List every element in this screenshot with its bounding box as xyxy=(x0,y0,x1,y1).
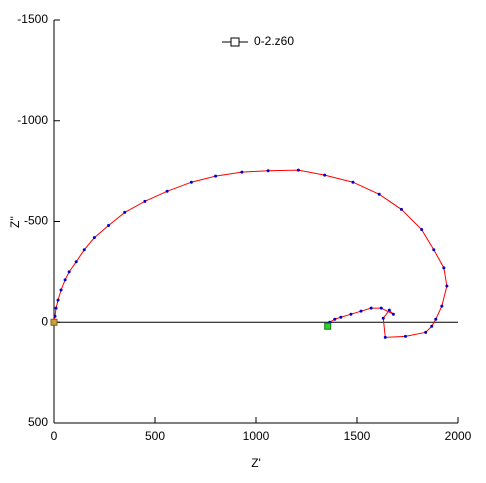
y-axis-label: Z'' xyxy=(8,216,22,228)
legend-marker xyxy=(230,37,240,47)
x-tick-label: 1500 xyxy=(344,429,371,443)
data-point xyxy=(434,317,438,321)
legend-label: 0-2.z60 xyxy=(254,34,294,48)
data-point xyxy=(387,308,391,312)
data-point xyxy=(214,174,218,178)
end-marker xyxy=(324,322,332,330)
data-point xyxy=(399,207,403,211)
data-point xyxy=(296,168,300,172)
y-tick-label: -1000 xyxy=(17,113,48,127)
data-point xyxy=(54,306,58,310)
data-point xyxy=(266,169,270,173)
data-point xyxy=(445,284,449,288)
data-point xyxy=(432,248,436,252)
data-point xyxy=(82,248,86,252)
start-marker xyxy=(50,318,58,326)
data-point xyxy=(403,334,407,338)
data-point xyxy=(333,317,337,321)
data-point xyxy=(351,180,355,184)
data-point xyxy=(359,309,363,313)
data-point xyxy=(67,270,71,274)
x-axis-label: Z' xyxy=(251,456,261,470)
data-point xyxy=(59,288,63,292)
data-point xyxy=(123,210,127,214)
x-tick-label: 500 xyxy=(145,429,165,443)
data-point xyxy=(377,192,381,196)
y-tick-label: 500 xyxy=(28,415,48,429)
data-point xyxy=(53,314,57,318)
data-point xyxy=(165,189,169,193)
data-point xyxy=(74,260,78,264)
data-point xyxy=(107,224,111,228)
data-point xyxy=(424,330,428,334)
data-point xyxy=(339,315,343,319)
data-line xyxy=(53,169,448,338)
data-point xyxy=(420,228,424,232)
data-point xyxy=(369,306,373,310)
x-tick-label: 1000 xyxy=(243,429,270,443)
data-point xyxy=(391,312,395,316)
data-point xyxy=(379,306,383,310)
data-point xyxy=(430,324,434,328)
data-point xyxy=(189,180,193,184)
data-point xyxy=(63,278,67,282)
y-tick-label: 0 xyxy=(41,314,48,328)
data-point xyxy=(240,170,244,174)
data-point xyxy=(323,173,327,177)
data-point xyxy=(381,316,385,320)
data-point xyxy=(56,298,60,302)
data-point xyxy=(92,236,96,240)
y-tick-label: -1500 xyxy=(17,12,48,26)
data-point xyxy=(442,266,446,270)
x-tick-label: 2000 xyxy=(445,429,472,443)
data-point xyxy=(143,199,147,203)
data-point xyxy=(440,304,444,308)
x-tick-label: 0 xyxy=(51,429,58,443)
y-tick-label: -500 xyxy=(24,214,48,228)
data-point xyxy=(383,335,387,339)
data-point xyxy=(349,312,353,316)
